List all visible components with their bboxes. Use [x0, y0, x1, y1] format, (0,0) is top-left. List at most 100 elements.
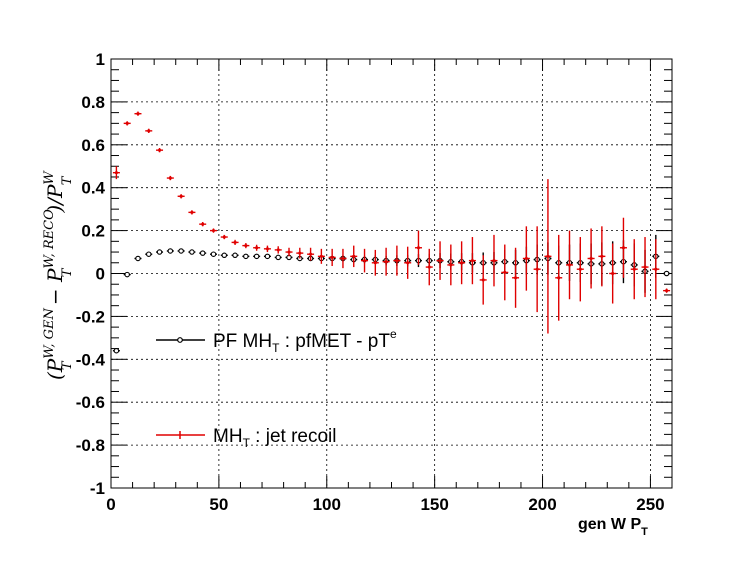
x-tick-label: 100: [313, 495, 341, 514]
y-tick-label: 1: [96, 50, 105, 69]
data-point: [374, 261, 377, 265]
x-axis-title-main: gen W P: [578, 516, 641, 533]
data-point: [427, 265, 431, 269]
y-tick-label: -0.2: [76, 307, 105, 326]
y-tick-label: -0.6: [76, 393, 105, 412]
data-point: [546, 255, 550, 258]
y-tick-label: 0.8: [81, 93, 105, 112]
data-point: [199, 250, 206, 256]
data-point: [244, 244, 248, 247]
data-point: [352, 255, 356, 258]
data-point: [309, 252, 312, 256]
data-point: [384, 260, 388, 264]
data-point: [600, 255, 604, 258]
y-title-sup2: W, RECO: [42, 209, 57, 269]
axis-ticks: [110, 58, 673, 489]
data-point: [406, 261, 409, 265]
data-point: [535, 267, 539, 271]
y-title-open: (P: [43, 358, 67, 380]
data-point: [253, 253, 260, 260]
data-point: [417, 246, 420, 250]
y-tick-label: 0.4: [81, 179, 105, 198]
data-point: [243, 253, 249, 260]
y-title-close: )/P: [43, 184, 67, 214]
data-point: [589, 257, 593, 260]
legend-entry-pf-mht: PF MHT : pfMET - pTe: [156, 327, 397, 355]
data-point: [190, 211, 194, 214]
tick-labels: 0 50 100 150 200 250 -1 -0.8 -0.6 -0.4 -0.2 0 0.2 0.4…: [76, 50, 665, 514]
x-tick-label: 200: [528, 495, 556, 514]
x-axis-title-sub: T: [641, 526, 648, 538]
y-axis-title: (PW, GENT − PW, RECOT)/PW T: [42, 170, 75, 380]
legend: PF MHT : pfMET - pTe MHT : jet recoil: [156, 327, 397, 450]
data-point: [395, 259, 399, 262]
data-point: [255, 246, 258, 250]
data-point: [460, 261, 463, 265]
data-point: [179, 194, 183, 198]
legend-label-pf: PF MHT : pfMET - pTe: [213, 327, 397, 355]
data-point: [275, 254, 281, 261]
y-tick-label: -0.8: [76, 436, 105, 455]
data-point: [654, 267, 658, 271]
data-point: [525, 257, 528, 260]
data-point: [232, 252, 238, 259]
data-point: [632, 267, 636, 271]
x-tick-label: 150: [420, 495, 448, 514]
data-point: [189, 249, 195, 255]
y-title-sub1: T: [60, 360, 75, 370]
data-point: [449, 263, 453, 267]
data-point: [665, 289, 668, 292]
grid: [111, 59, 672, 488]
data-point: [363, 259, 366, 262]
data-point: [201, 222, 205, 226]
data-point: [167, 248, 174, 254]
y-title-sup1: W, GEN: [42, 308, 57, 359]
data-point: [115, 171, 118, 174]
data-point: [492, 259, 496, 262]
x-tick-label: 250: [636, 495, 664, 514]
data-point: [136, 112, 140, 115]
x-tick-label: 0: [106, 495, 115, 514]
y-tick-label: 0: [96, 265, 105, 284]
y-tick-label: -0.4: [76, 350, 106, 369]
data-point: [147, 129, 151, 133]
data-point: [611, 272, 614, 275]
y-tick-label: 0.6: [81, 136, 105, 155]
data-point: [287, 250, 291, 254]
data-point: [341, 257, 345, 260]
data-point: [276, 248, 280, 252]
data-point: [438, 259, 442, 262]
data-point: [471, 259, 474, 262]
y-title-sup3: W: [42, 170, 57, 185]
data-point: [146, 251, 152, 257]
y-title-minus: − P: [43, 268, 67, 311]
data-point: [514, 276, 517, 280]
data-point: [643, 265, 647, 269]
data-point: [330, 256, 334, 259]
legend-marker-pf: [177, 337, 183, 343]
data-point: [233, 241, 237, 244]
data-point: [113, 347, 120, 354]
data-point: [221, 252, 228, 259]
series-mht-jet-recoil: [112, 111, 671, 334]
data-point: [125, 122, 129, 125]
data-point: [481, 278, 485, 282]
y-title-sub2: T: [60, 267, 75, 277]
data-point: [158, 148, 161, 152]
data-point: [622, 246, 625, 250]
y-tick-label: 0.2: [81, 222, 105, 241]
data-point: [135, 255, 141, 262]
data-point: [557, 276, 561, 280]
series-layer: [112, 111, 671, 354]
data-point: [503, 271, 507, 274]
data-point: [298, 251, 302, 255]
data-point: [320, 255, 323, 258]
legend-entry-mht-jet-recoil: MHT : jet recoil: [156, 426, 337, 450]
data-point: [266, 247, 269, 251]
data-point: [568, 263, 571, 267]
y-title-sub3: T: [60, 175, 75, 185]
data-point: [169, 176, 172, 180]
data-point: [578, 267, 582, 271]
data-point: [124, 271, 130, 278]
